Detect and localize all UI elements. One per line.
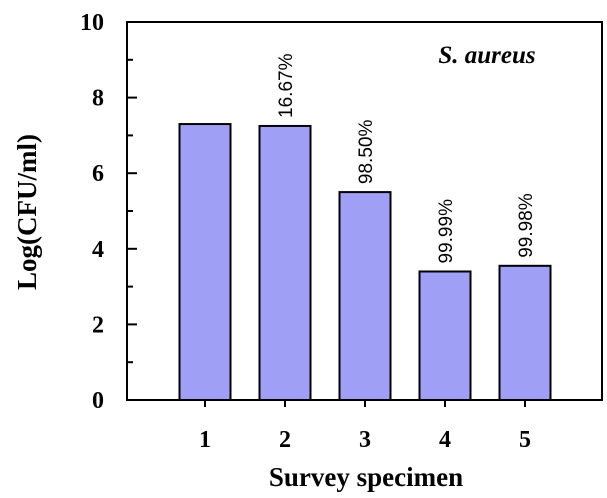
bar [258,124,312,401]
reduction-label: 16.67% [276,53,297,118]
x-tick-label: 2 [279,427,291,453]
bar [498,264,552,401]
x-tick-label: 5 [519,427,531,453]
bar [418,270,472,402]
y-tick-label: 6 [92,161,104,187]
y-tick-label: 10 [80,10,104,36]
reduction-label: 98.50% [356,120,377,185]
x-tick-label: 4 [439,427,451,453]
reduction-label: 99.98% [516,193,537,258]
chart-title: S. aureus [438,42,535,69]
y-tick-label: 8 [92,86,104,112]
x-axis-title: Survey specimen [269,462,463,492]
bar [178,123,232,401]
x-tick-label: 1 [199,427,211,453]
reduction-label: 99.99% [436,199,457,264]
y-axis-title: Log(CFU/ml) [12,134,42,290]
bar [338,191,392,401]
y-tick-label: 2 [92,312,104,338]
y-tick-label: 0 [92,388,104,414]
x-tick-label: 3 [359,427,371,453]
y-tick-label: 4 [92,237,104,263]
